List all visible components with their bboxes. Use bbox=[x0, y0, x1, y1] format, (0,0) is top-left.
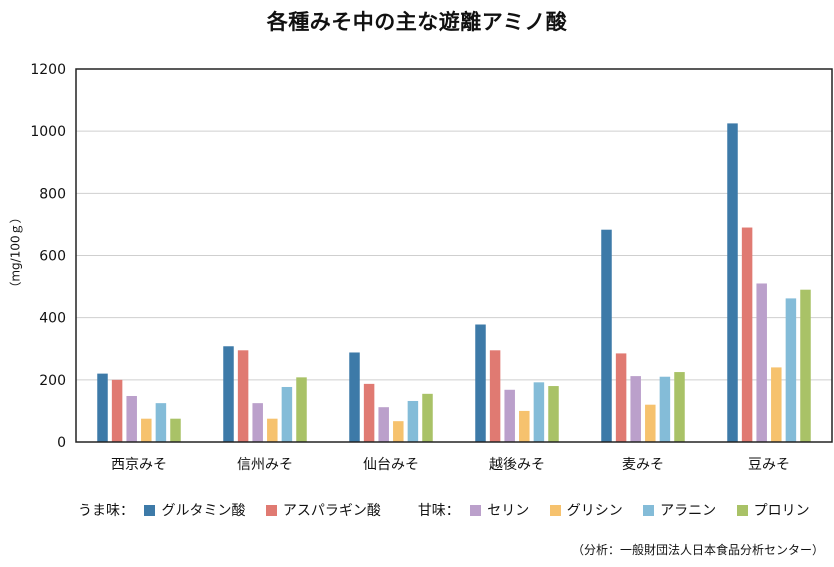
bar bbox=[756, 283, 767, 442]
bar bbox=[126, 395, 137, 442]
y-tick-label: 600 bbox=[39, 249, 66, 265]
bar bbox=[281, 386, 293, 442]
y-tick-label: 400 bbox=[39, 311, 66, 327]
bar bbox=[533, 382, 545, 442]
legend-item-alanine: アラニン bbox=[643, 503, 716, 519]
legend-label-alanine: アラニン bbox=[660, 503, 717, 519]
legend: うま味： グルタミン酸 アスパラギン酸 甘味： セリン グリシン アラニン プロ… bbox=[78, 500, 810, 520]
bar bbox=[223, 346, 234, 442]
bar bbox=[237, 350, 249, 442]
bar bbox=[296, 377, 307, 442]
bar bbox=[504, 389, 515, 442]
bar bbox=[601, 229, 612, 442]
legend-item-serine: セリン bbox=[470, 503, 529, 519]
legend-label-aspartic-acid: アスパラギン酸 bbox=[282, 503, 381, 519]
x-tick-label: 麦みそ bbox=[622, 457, 664, 473]
legend-item-glutamic-acid: グルタミン酸 bbox=[144, 503, 245, 519]
x-tick-label: 信州みそ bbox=[237, 457, 293, 473]
x-tick-label: 仙台みそ bbox=[363, 457, 419, 473]
bar bbox=[349, 352, 360, 442]
bar bbox=[519, 410, 530, 442]
legend-item-aspartic-acid: アスパラギン酸 bbox=[265, 503, 381, 519]
bar bbox=[422, 393, 433, 442]
bar bbox=[548, 386, 559, 442]
legend-label-serine: セリン bbox=[487, 503, 530, 519]
y-tick-label: 1200 bbox=[30, 62, 66, 78]
bar bbox=[170, 418, 181, 442]
bar bbox=[155, 403, 167, 442]
bar bbox=[363, 383, 375, 442]
legend-label-glycine: グリシン bbox=[566, 503, 623, 519]
legend-swatch-aspartic-acid bbox=[265, 505, 277, 516]
bar bbox=[771, 367, 782, 442]
legend-label-proline: プロリン bbox=[753, 503, 810, 519]
legend-sweet-label: 甘味： bbox=[417, 503, 460, 519]
y-tick-label: 0 bbox=[57, 435, 66, 451]
legend-item-glycine: グリシン bbox=[549, 503, 623, 519]
bar bbox=[393, 421, 404, 442]
bar bbox=[630, 376, 641, 442]
chart-title: 各種みそ中の主な遊離アミノ酸 bbox=[266, 10, 568, 34]
bar bbox=[800, 289, 811, 442]
bar bbox=[407, 400, 419, 442]
bar bbox=[141, 418, 152, 442]
legend-swatch-glycine bbox=[549, 505, 561, 516]
legend-swatch-alanine bbox=[643, 505, 655, 516]
bar bbox=[785, 298, 797, 442]
bar bbox=[615, 353, 627, 442]
legend-item-proline: プロリン bbox=[736, 503, 810, 519]
legend-umami-label: うま味： bbox=[78, 503, 134, 519]
bar-chart: 0 200 400 600 800 1000 1200 西京みそ 信州みそ 仙台みそ 越後みそ 麦みそ… bbox=[30, 62, 833, 473]
bar bbox=[674, 372, 685, 442]
bar bbox=[252, 403, 263, 442]
bar bbox=[267, 418, 278, 442]
bar bbox=[111, 379, 123, 442]
bar bbox=[659, 376, 671, 442]
bar bbox=[475, 324, 486, 442]
y-tick-label: 800 bbox=[39, 186, 66, 202]
bar bbox=[741, 227, 753, 442]
x-tick-label: 豆みそ bbox=[748, 457, 790, 473]
y-tick-label: 200 bbox=[39, 373, 66, 389]
bar bbox=[727, 123, 738, 442]
y-tick-label: 1000 bbox=[30, 124, 66, 140]
x-tick-label: 越後みそ bbox=[489, 457, 545, 473]
bar bbox=[645, 404, 656, 442]
bar bbox=[378, 407, 389, 442]
bar bbox=[97, 373, 108, 442]
source-note: （分析：一般財団法人日本食品分析センター） bbox=[571, 543, 824, 557]
legend-swatch-glutamic-acid bbox=[144, 505, 156, 516]
bar bbox=[489, 350, 501, 442]
legend-swatch-proline bbox=[736, 505, 748, 516]
legend-swatch-serine bbox=[470, 505, 482, 516]
x-tick-label: 西京みそ bbox=[111, 457, 167, 473]
legend-label-glutamic-acid: グルタミン酸 bbox=[161, 503, 246, 519]
